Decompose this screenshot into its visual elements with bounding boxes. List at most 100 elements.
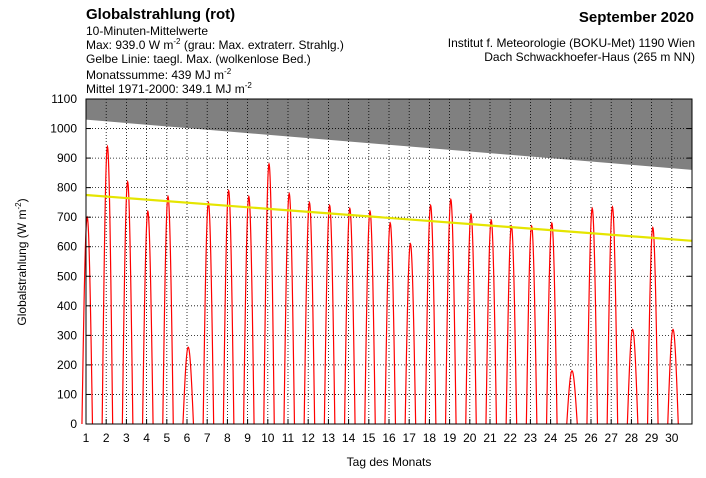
y-tick-label: 0 [70, 417, 77, 431]
y-axis-label-text: Globalstrahlung (W m [15, 210, 29, 326]
institute-label: Institut f. Meteorologie (BOKU-Met) 1190… [447, 36, 695, 50]
radiation-day-25 [566, 370, 578, 425]
chart-title: Globalstrahlung (rot) [86, 6, 236, 23]
x-tick-label: 8 [224, 431, 231, 445]
y-tick-label: 500 [57, 269, 77, 283]
radiation-day-7 [202, 200, 215, 425]
radiation-day-19 [444, 197, 457, 425]
x-tick-label: 13 [322, 431, 336, 445]
radiation-day-28 [626, 328, 639, 425]
x-tick-label: 5 [163, 431, 170, 445]
clear-sky-max-line [85, 193, 693, 242]
climate-mean-exponent: -2 [244, 81, 252, 90]
x-tick-label: 3 [123, 431, 130, 445]
month-label: September 2020 [578, 9, 694, 26]
radiation-day-16 [384, 221, 397, 425]
x-tick-label: 11 [282, 431, 295, 445]
y-axis-label-exponent: -2 [14, 202, 23, 210]
y-tick-label: 300 [57, 328, 77, 342]
location-label: Dach Schwackhoefer-Haus (265 m NN) [484, 50, 695, 64]
y-tick-label: 1100 [51, 92, 77, 106]
radiation-day-4 [141, 209, 154, 425]
x-tick-label: 18 [423, 431, 437, 445]
x-tick-label: 10 [261, 431, 275, 445]
radiation-day-3 [121, 179, 134, 425]
x-tick-label: 12 [302, 431, 316, 445]
monthly-sum-text: Monatssumme: 439 MJ m [86, 68, 225, 82]
radiation-day-18 [424, 203, 437, 425]
yellow-line-note: Gelbe Linie: taegl. Max. (wolkenlose Bed… [86, 52, 311, 66]
x-tick-label: 4 [143, 431, 150, 445]
y-tick-label: 1000 [50, 122, 77, 136]
clear-sky-layer [85, 193, 693, 242]
radiation-day-27 [606, 205, 619, 425]
radiation-day-13 [323, 203, 336, 425]
y-axis-label: Globalstrahlung (W m-2) [14, 198, 29, 325]
radiation-day-2 [101, 144, 114, 425]
x-tick-label: 1 [83, 431, 90, 445]
x-tick-label: 19 [443, 431, 457, 445]
extraterrestrial-max-area [86, 99, 692, 170]
radiation-day-10 [263, 162, 275, 425]
x-tick-label: 17 [403, 431, 417, 445]
radiation-day-6 [182, 346, 195, 425]
max-value-line: Max: 939.0 W m-2 (grau: Max. extraterr. … [86, 37, 344, 53]
max-value-exponent: -2 [173, 37, 181, 46]
x-tick-label: 23 [524, 431, 538, 445]
radiation-day-12 [303, 200, 316, 425]
radiation-day-29 [646, 225, 659, 425]
grid-layer [86, 99, 692, 424]
radiation-day-30 [667, 328, 679, 425]
y-tick-label: 800 [57, 181, 77, 195]
radiation-day-21 [485, 218, 498, 425]
radiation-day-15 [364, 209, 376, 425]
x-tick-label: 16 [382, 431, 396, 445]
yellow-line-text: Gelbe Linie: taegl. Max. (wolkenlose Bed… [86, 52, 311, 66]
x-tick-label: 25 [564, 431, 578, 445]
max-value-text: Max: 939.0 W m [86, 38, 174, 52]
climate-mean-text: Mittel 1971-2000: 349.1 MJ m [86, 82, 245, 96]
radiation-day-17 [404, 242, 417, 425]
radiation-day-8 [222, 188, 235, 425]
x-tick-label: 15 [362, 431, 376, 445]
tick-labels-layer: 1 2 3 4 5 6 7 8 9 10 11 12 13 14 15 16 17 18 19 20 21 22 23 24 2… [50, 92, 678, 445]
subtitle-interval: 10-Minuten-Mittelwerte [86, 24, 209, 38]
x-tick-label: 6 [184, 431, 191, 445]
y-tick-label: 900 [57, 151, 77, 165]
radiation-day-1 [81, 215, 94, 425]
radiation-day-23 [525, 224, 538, 425]
monthly-sum-line: Monatssumme: 439 MJ m-2 [86, 67, 232, 83]
axes-layer [85, 98, 693, 425]
radiation-day-24 [545, 221, 558, 425]
radiation-day-5 [162, 194, 174, 425]
x-tick-label: 28 [625, 431, 639, 445]
x-axis-label: Tag des Monats [347, 455, 432, 469]
y-tick-label: 700 [57, 210, 77, 224]
x-tick-label: 21 [483, 431, 497, 445]
climate-mean-line: Mittel 1971-2000: 349.1 MJ m-2 [86, 81, 252, 97]
radiation-day-9 [242, 194, 255, 425]
y-tick-label: 600 [57, 240, 77, 254]
x-tick-label: 22 [504, 431, 518, 445]
y-axis-label-close: ) [15, 198, 29, 202]
monthly-sum-exponent: -2 [224, 67, 232, 76]
extraterrestrial-area-layer [86, 99, 692, 170]
y-tick-label: 200 [57, 358, 77, 372]
x-tick-label: 20 [463, 431, 477, 445]
x-tick-label: 7 [204, 431, 211, 445]
radiation-day-26 [586, 206, 599, 425]
x-tick-label: 30 [665, 431, 679, 445]
x-tick-label: 24 [544, 431, 558, 445]
y-tick-label: 400 [57, 299, 77, 313]
x-tick-label: 2 [103, 431, 110, 445]
radiation-day-22 [505, 224, 518, 425]
radiation-day-11 [283, 191, 296, 425]
radiation-day-14 [343, 206, 356, 425]
y-tick-label: 100 [57, 387, 77, 401]
x-tick-label: 26 [584, 431, 598, 445]
max-value-note: (grau: Max. extraterr. Strahlg.) [180, 38, 344, 52]
x-tick-label: 29 [645, 431, 659, 445]
x-tick-label: 27 [605, 431, 619, 445]
x-tick-label: 14 [342, 431, 356, 445]
